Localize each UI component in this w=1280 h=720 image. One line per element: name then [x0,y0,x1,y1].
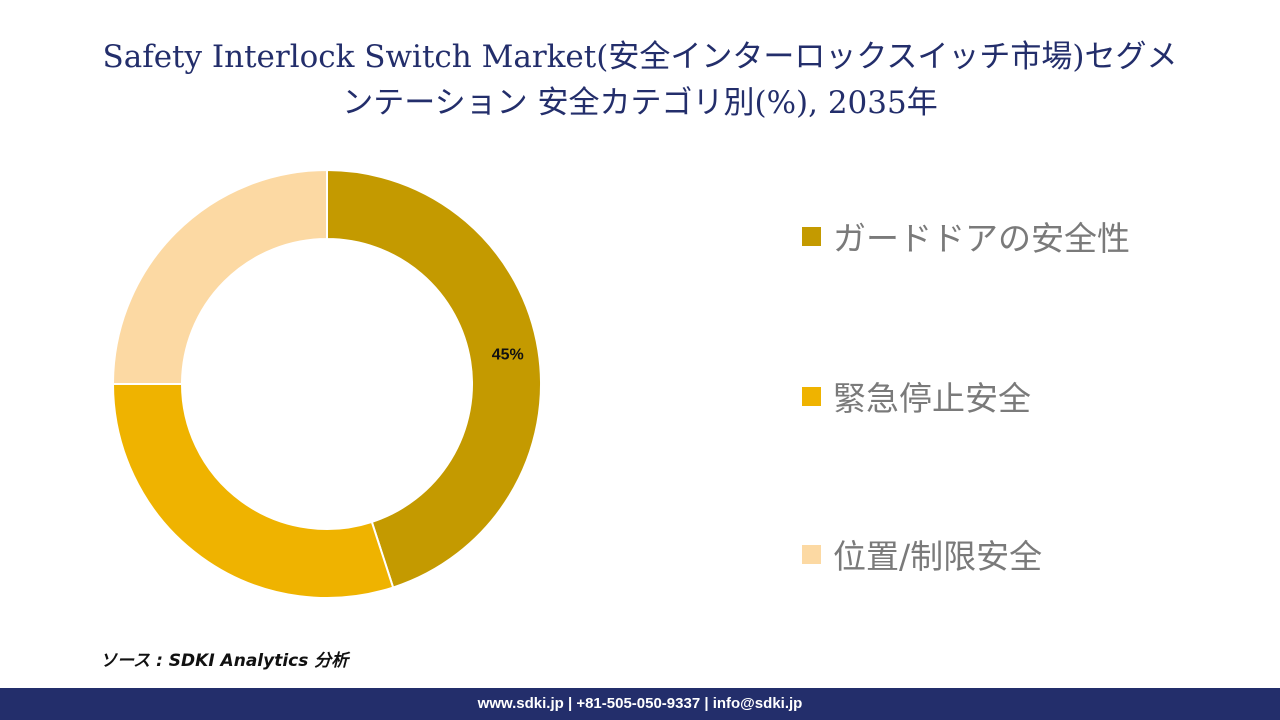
chart-title-line1: Safety Interlock Switch Market(安全インターロック… [102,39,1178,75]
donut-chart: 45% [111,168,542,599]
footer-contact-text: www.sdki.jp | +81-505-050-9337 | info@sd… [477,695,803,712]
legend-swatch-guard-door [802,226,821,246]
donut-slice-position-limit [111,168,328,385]
legend-item-guard-door: ガードドアの安全性 [802,212,1130,260]
legend-swatch-position-limit [802,544,821,564]
chart-title-line2: ンテーション 安全カテゴリ別(%), 2035年 [342,85,938,121]
legend-label-position-limit: 位置/制限安全 [833,537,1043,576]
legend-item-position-limit: 位置/制限安全 [802,530,1042,578]
donut-slice-emergency-stop [111,383,395,599]
footer-bar: www.sdki.jp | +81-505-050-9337 | info@sd… [0,688,1280,720]
data-label-guard-door: 45% [492,347,524,364]
legend-item-emergency-stop: 緊急停止安全 [802,372,1031,420]
donut-slice-guard-door [326,168,542,589]
source-note: ソース : SDKI Analytics 分析 [100,651,349,671]
legend-label-guard-door: ガードドアの安全性 [833,219,1130,258]
legend-swatch-emergency-stop [802,386,821,406]
chart-title: Safety Interlock Switch Market(安全インターロック… [20,34,1260,126]
legend-label-emergency-stop: 緊急停止安全 [833,379,1031,418]
